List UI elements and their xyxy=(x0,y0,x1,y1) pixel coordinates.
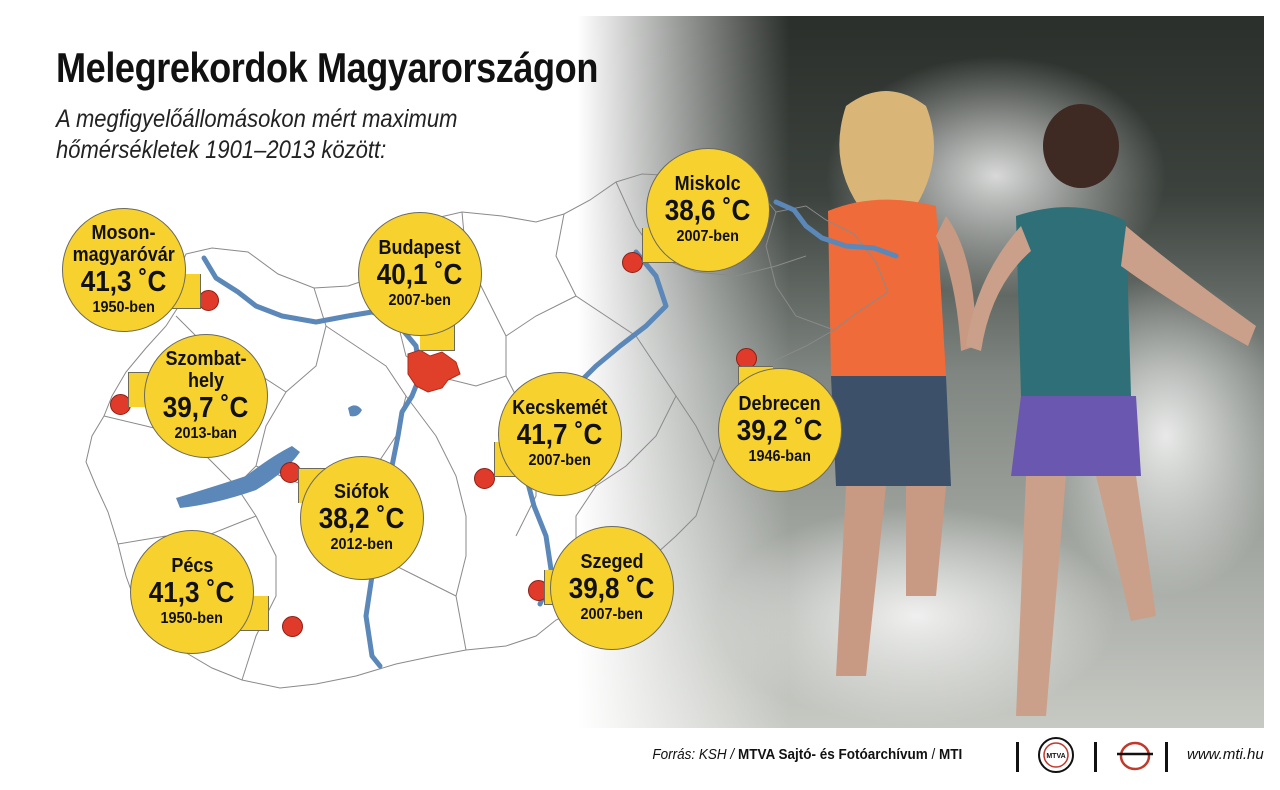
station-year: 2012-ben xyxy=(330,536,394,553)
page-title: Melegrekordok Magyarországon xyxy=(56,44,598,91)
station-temperature: 41,3 ˚C xyxy=(149,577,235,609)
subtitle-line-2: hőmérsékletek 1901–2013 között: xyxy=(56,136,387,164)
station-callout-siofok: Siófok 38,2 ˚C 2012-ben xyxy=(300,456,424,580)
station-name: Szeged xyxy=(580,551,644,573)
subtitle-line-1: A megfigyelőállomásokon mért maximum xyxy=(56,105,458,133)
website-url: www.mti.hu xyxy=(1187,746,1264,763)
station-dot-kecskemet xyxy=(474,468,495,489)
station-callout-budapest: Budapest 40,1 ˚C 2007-ben xyxy=(358,212,482,336)
station-temperature: 39,7 ˚C xyxy=(163,392,249,424)
station-year: 2007-ben xyxy=(676,228,740,245)
station-temperature: 41,7 ˚C xyxy=(517,419,603,451)
lakes xyxy=(176,405,362,508)
subtitle: A megfigyelőállomásokon mért maximum hőm… xyxy=(56,104,457,166)
station-callout-miskolc: Miskolc 38,6 ˚C 2007-ben xyxy=(646,148,770,272)
station-year: 1950-ben xyxy=(92,299,156,316)
source-label: Forrás: KSH / xyxy=(652,746,734,763)
station-year: 1946-ban xyxy=(748,448,812,465)
station-year: 2007-ben xyxy=(388,292,452,309)
station-name: Siófok xyxy=(334,481,390,503)
station-dot-pecs xyxy=(282,616,303,637)
station-temperature: 38,2 ˚C xyxy=(319,503,405,535)
station-name: magyaróvár xyxy=(72,244,176,266)
station-name: Szombat- xyxy=(165,348,247,370)
mti-logo xyxy=(1117,741,1153,771)
station-temperature: 39,8 ˚C xyxy=(569,573,655,605)
station-callout-pecs: Pécs 41,3 ˚C 1950-ben xyxy=(130,530,254,654)
budapest-area xyxy=(407,349,461,393)
station-dot-miskolc xyxy=(622,252,643,273)
station-name: Moson- xyxy=(92,222,156,244)
separator xyxy=(1165,742,1168,772)
station-temperature: 40,1 ˚C xyxy=(377,259,463,291)
source-credit: Forrás: KSH / MTVA Sajtó- és Fotóarchívu… xyxy=(652,746,962,763)
station-name: Pécs xyxy=(170,555,214,577)
station-callout-szombathely: Szombat- hely 39,7 ˚C 2013-ban xyxy=(144,334,268,458)
station-dot-mosonmagyarovar xyxy=(198,290,219,311)
station-temperature: 39,2 ˚C xyxy=(737,415,823,447)
station-name: Kecskemét xyxy=(512,397,608,419)
source-agency: MTVA Sajtó- és Fotóarchívum xyxy=(737,746,928,763)
station-name: hely xyxy=(187,370,225,392)
separator xyxy=(1094,742,1097,772)
station-year: 2007-ben xyxy=(528,452,592,469)
source-slash: / xyxy=(931,746,935,763)
station-name: Budapest xyxy=(378,237,462,259)
station-callout-kecskemet: Kecskemét 41,7 ˚C 2007-ben xyxy=(498,372,622,496)
station-temperature: 38,6 ˚C xyxy=(665,195,751,227)
mtva-logo: MTVA xyxy=(1038,737,1074,773)
station-callout-mosonmagyarovar: Moson- magyaróvár 41,3 ˚C 1950-ben xyxy=(62,208,186,332)
separator xyxy=(1016,742,1019,772)
station-year: 1950-ben xyxy=(160,610,224,627)
station-name: Miskolc xyxy=(674,173,742,195)
mtva-logo-text: MTVA xyxy=(1046,753,1065,760)
station-callout-debrecen: Debrecen 39,2 ˚C 1946-ban xyxy=(718,368,842,492)
infographic-frame: Melegrekordok Magyarországon A megfigyel… xyxy=(16,16,1264,728)
station-year: 2007-ben xyxy=(580,606,644,623)
station-name: Debrecen xyxy=(738,393,822,415)
station-callout-szeged: Szeged 39,8 ˚C 2007-ben xyxy=(550,526,674,650)
source-mti: MTI xyxy=(938,746,962,763)
station-year: 2013-ban xyxy=(174,425,238,442)
station-temperature: 41,3 ˚C xyxy=(81,266,167,298)
footer: Forrás: KSH / MTVA Sajtó- és Fotóarchívu… xyxy=(0,736,1280,776)
